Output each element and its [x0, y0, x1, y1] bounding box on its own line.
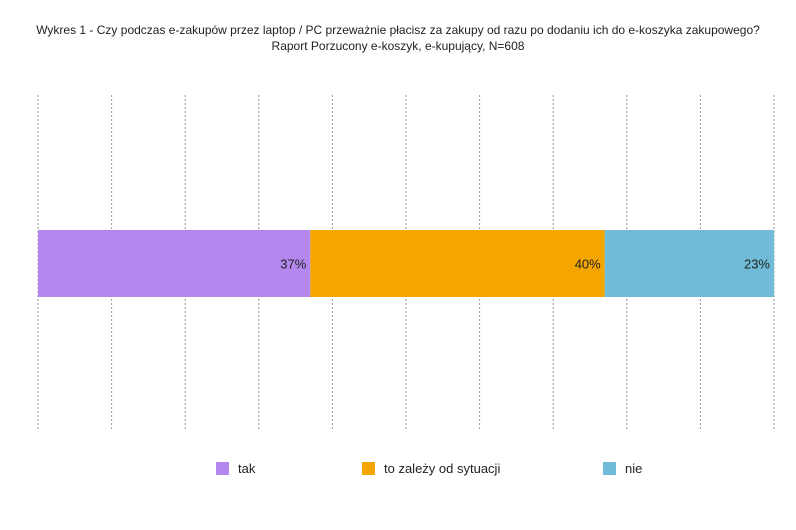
legend-label-tak: tak	[238, 461, 256, 476]
bar-segment-2	[604, 230, 774, 297]
legend-label-to-zalezy: to zależy od sytuacji	[384, 461, 501, 476]
legend-swatch-to-zalezy	[362, 462, 375, 475]
bar-segment-0	[38, 230, 311, 297]
legend-label-nie: nie	[625, 461, 643, 476]
legend: tak to zależy od sytuacji nie	[0, 461, 796, 481]
chart-subtitle: Raport Porzucony e-koszyk, e-kupujący, N…	[271, 39, 525, 53]
legend-swatch-tak	[216, 462, 229, 475]
chart-title: Wykres 1 - Czy podczas e-zakupów przez l…	[36, 23, 760, 37]
legend-swatch-nie	[603, 462, 616, 475]
data-label-2: 23%	[744, 257, 770, 272]
chart-titles: Wykres 1 - Czy podczas e-zakupów przez l…	[0, 22, 796, 54]
bar-segment-1	[310, 230, 605, 297]
legend-item-nie: nie	[603, 461, 642, 476]
legend-item-to-zalezy: to zależy od sytuacji	[362, 461, 500, 476]
data-label-1: 40%	[575, 257, 601, 272]
legend-item-tak: tak	[216, 461, 255, 476]
data-label-0: 37%	[280, 257, 306, 272]
